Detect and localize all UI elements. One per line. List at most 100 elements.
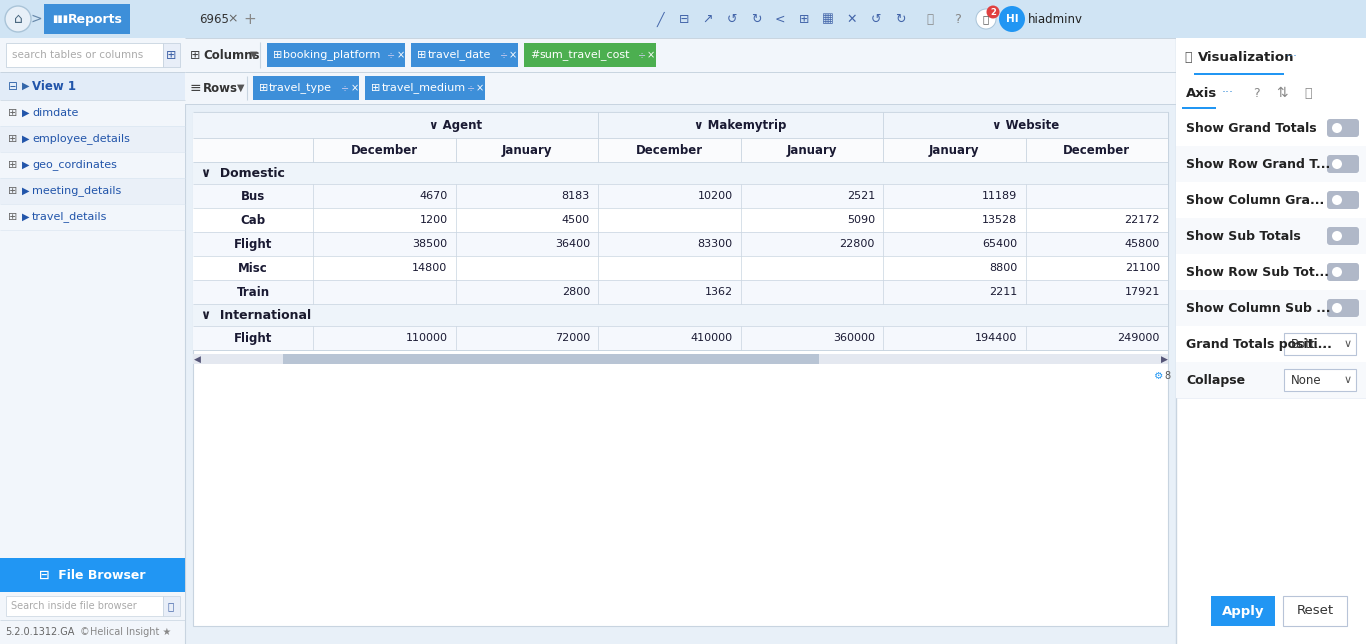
Text: ↺: ↺ [727, 12, 738, 26]
Text: 4500: 4500 [561, 215, 590, 225]
Text: #: # [530, 50, 540, 60]
Text: ⇅: ⇅ [1276, 86, 1288, 100]
Text: ÷: ÷ [388, 50, 396, 60]
Text: December: December [1063, 144, 1130, 156]
Bar [0, 38, 184, 72]
Text: 2: 2 [990, 8, 996, 17]
Text: 11189: 11189 [982, 191, 1018, 201]
Text: 410000: 410000 [690, 333, 732, 343]
Bar [1176, 290, 1366, 326]
Bar [1176, 146, 1366, 182]
Text: Misc: Misc [238, 261, 268, 274]
Text: ⊞: ⊞ [372, 83, 381, 93]
Text: ↺: ↺ [870, 12, 881, 26]
Text: 17921: 17921 [1124, 287, 1160, 297]
Text: travel_date: travel_date [428, 50, 490, 61]
Text: ✕: ✕ [847, 12, 858, 26]
Text: ⊞: ⊞ [165, 48, 176, 61]
FancyBboxPatch shape [1326, 119, 1359, 137]
Bar [184, 72, 1176, 104]
Text: ⊟  File Browser: ⊟ File Browser [40, 569, 146, 582]
Text: Apply: Apply [1221, 605, 1265, 618]
Text: ?: ? [1253, 86, 1259, 100]
Text: ▶: ▶ [22, 108, 30, 118]
Text: geo_cordinates: geo_cordinates [31, 160, 117, 171]
Bar [193, 112, 1168, 138]
Text: Reset: Reset [1296, 605, 1333, 618]
Text: 22800: 22800 [840, 239, 876, 249]
Text: Show Sub Totals: Show Sub Totals [1186, 229, 1300, 243]
Bar [0, 178, 184, 204]
Text: Visualization: Visualization [1198, 50, 1295, 64]
Bar [5, 596, 163, 616]
Bar [163, 43, 180, 67]
Text: 📊: 📊 [1184, 50, 1191, 64]
Text: ©: © [81, 627, 90, 637]
Text: January: January [929, 144, 979, 156]
Text: 36400: 36400 [555, 239, 590, 249]
Text: 1362: 1362 [705, 287, 732, 297]
Bar [1176, 326, 1366, 362]
Text: ⊞: ⊞ [260, 83, 268, 93]
Bar [193, 232, 1168, 256]
Text: 38500: 38500 [413, 239, 448, 249]
Text: ≡: ≡ [190, 81, 202, 95]
Bar [0, 558, 184, 592]
Text: ∨ Website: ∨ Website [992, 118, 1059, 131]
Text: 249000: 249000 [1117, 333, 1160, 343]
Text: booking_platform: booking_platform [283, 50, 380, 61]
Text: 22172: 22172 [1124, 215, 1160, 225]
Text: ⊞: ⊞ [418, 50, 426, 60]
Text: 8: 8 [1164, 371, 1171, 381]
Text: Bott...: Bott... [1291, 337, 1326, 350]
Text: 💡: 💡 [926, 12, 933, 26]
Text: 14800: 14800 [413, 263, 448, 273]
Bar [1176, 38, 1366, 76]
Text: >: > [30, 12, 42, 26]
Text: 45800: 45800 [1124, 239, 1160, 249]
Text: ···: ··· [1223, 86, 1233, 100]
FancyBboxPatch shape [1326, 227, 1359, 245]
Text: Flight: Flight [234, 238, 272, 251]
Bar [1212, 596, 1274, 626]
Text: 5.2.0.1312.GA: 5.2.0.1312.GA [5, 627, 74, 637]
Text: ▮▮▮: ▮▮▮ [52, 14, 68, 24]
Text: December: December [351, 144, 418, 156]
Bar [411, 43, 518, 67]
Text: 5090: 5090 [847, 215, 876, 225]
Text: 🔔: 🔔 [984, 14, 989, 24]
Text: ×: × [508, 50, 516, 60]
Circle shape [1332, 231, 1341, 241]
Text: Show Column Sub ...: Show Column Sub ... [1186, 301, 1330, 314]
Text: ⊞: ⊞ [8, 108, 18, 118]
Text: Reports: Reports [68, 12, 123, 26]
Text: ⊞: ⊞ [190, 48, 201, 61]
Text: ▼: ▼ [236, 83, 245, 93]
Text: 2800: 2800 [561, 287, 590, 297]
Bar [0, 152, 184, 178]
Text: 2521: 2521 [847, 191, 876, 201]
Text: View 1: View 1 [31, 79, 76, 93]
Bar [0, 592, 184, 620]
Bar [1176, 110, 1366, 146]
Text: ÷: ÷ [500, 50, 508, 60]
Bar [266, 43, 406, 67]
Text: 110000: 110000 [406, 333, 448, 343]
Text: +: + [243, 12, 255, 26]
Bar [1284, 369, 1356, 391]
Text: ∨  International: ∨ International [201, 308, 311, 321]
Text: 2211: 2211 [989, 287, 1018, 297]
Bar [193, 162, 1168, 184]
Circle shape [999, 6, 1024, 32]
Text: 65400: 65400 [982, 239, 1018, 249]
Text: ∨  Domestic: ∨ Domestic [201, 167, 285, 180]
Text: ×: × [646, 50, 654, 60]
Text: ⊞: ⊞ [8, 160, 18, 170]
Bar [1176, 254, 1366, 290]
Text: 6965: 6965 [199, 12, 229, 26]
Bar [163, 596, 180, 616]
Bar [193, 280, 1168, 304]
Text: ▶: ▶ [22, 212, 30, 222]
Bar [253, 76, 359, 100]
Text: 10200: 10200 [698, 191, 732, 201]
